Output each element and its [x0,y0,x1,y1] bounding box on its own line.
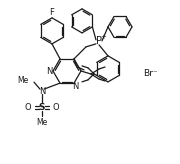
Text: Me: Me [18,76,29,85]
Text: N: N [46,66,52,75]
Text: P: P [96,36,102,46]
Text: O: O [53,103,59,112]
Text: S: S [39,103,45,112]
Text: Br⁻: Br⁻ [143,70,157,79]
Text: O: O [25,103,31,112]
Text: +: + [100,34,106,40]
Text: N: N [72,82,78,91]
Text: F: F [50,8,54,17]
Text: Me: Me [36,118,48,127]
Text: N: N [39,87,45,96]
